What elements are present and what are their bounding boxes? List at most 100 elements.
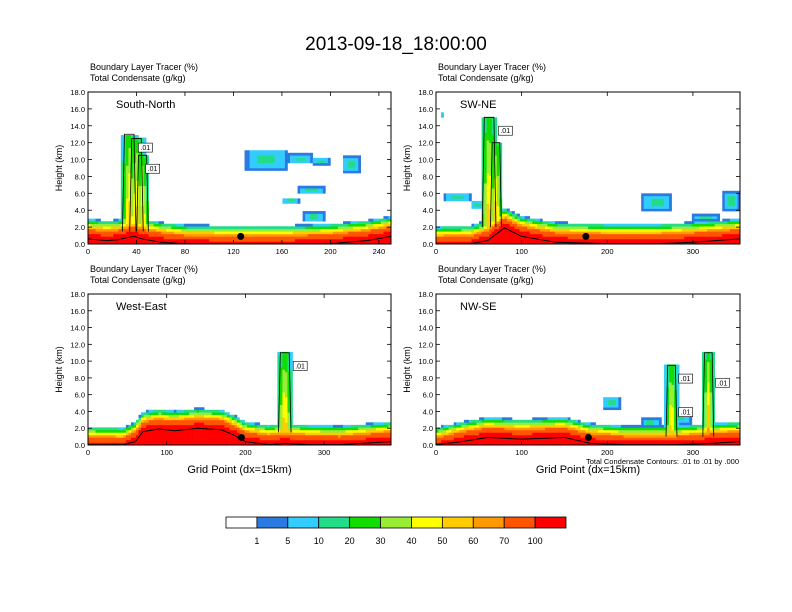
tracer-cell — [115, 439, 119, 443]
tracer-cell — [292, 233, 296, 237]
tracer-cell — [206, 412, 210, 416]
tracer-cell — [168, 442, 172, 446]
tracer-cell — [385, 236, 389, 240]
tracer-cell — [681, 228, 685, 232]
tracer-cell — [138, 233, 142, 237]
tracer-cell — [656, 238, 660, 242]
tracer-cell — [732, 203, 736, 207]
tracer-cell — [138, 198, 142, 202]
tracer-cell — [646, 238, 650, 242]
tracer-cell — [236, 228, 240, 232]
tracer-cell — [125, 188, 129, 192]
tracer-cell — [158, 233, 162, 237]
tracer-cell — [282, 404, 286, 408]
tracer-cell — [332, 432, 336, 436]
tracer-cell — [643, 195, 647, 199]
tracer-cell — [194, 228, 197, 232]
tracer-cell — [474, 203, 477, 207]
tracer-cell — [204, 231, 207, 235]
tracer-cell — [378, 221, 382, 225]
tracer-cell — [297, 200, 301, 204]
tracer-cell — [130, 429, 134, 433]
tracer-cell — [120, 155, 124, 159]
tracer-cell — [491, 228, 495, 232]
tracer-cell — [146, 173, 149, 176]
tracer-cell — [272, 160, 276, 164]
tracer-cell — [686, 228, 690, 232]
tracer-cell — [620, 236, 624, 240]
tracer-cell — [264, 226, 268, 230]
tracer-cell — [287, 152, 291, 156]
tracer-cell — [168, 434, 172, 438]
tracer-cell — [146, 432, 149, 436]
tracer-cell — [272, 155, 276, 159]
tracer-cell — [143, 236, 147, 240]
tracer-cell — [95, 437, 99, 441]
tracer-cell — [279, 399, 283, 403]
tracer-cell — [93, 223, 96, 227]
tracer-cell — [236, 439, 240, 443]
tracer-cell — [699, 213, 703, 217]
tracer-cell — [451, 236, 455, 240]
tracer-cell — [287, 402, 291, 406]
tracer-cell — [231, 442, 235, 446]
tracer-cell — [143, 233, 147, 237]
tracer-cell — [138, 155, 142, 159]
tracer-cell — [295, 238, 298, 242]
tracer-cell — [231, 228, 235, 232]
tracer-cell — [550, 238, 553, 242]
tracer-cell — [732, 238, 736, 242]
tracer-cell — [476, 241, 480, 245]
y-tick-label: 6.0 — [75, 189, 85, 198]
tracer-cell — [373, 437, 377, 441]
tracer-cell — [669, 195, 672, 199]
tracer-cell — [727, 233, 731, 237]
tracer-cell — [315, 228, 319, 232]
tracer-cell — [669, 228, 672, 232]
tracer-cell — [125, 228, 129, 232]
tracer-cell — [724, 200, 728, 204]
tracer-cell — [199, 414, 202, 418]
tracer-cell — [486, 193, 490, 197]
tracer-cell — [239, 427, 243, 431]
tracer-cell — [262, 162, 266, 166]
tracer-cell — [264, 233, 268, 237]
tracer-cell — [504, 238, 508, 242]
tracer-cell — [141, 162, 144, 166]
tracer-cell — [656, 233, 660, 237]
tracer-cell — [138, 238, 142, 242]
tracer-cell — [100, 223, 104, 227]
tracer-cell — [378, 427, 382, 431]
tracer-cell — [353, 236, 356, 240]
tracer-cell — [468, 427, 472, 431]
tracer-cell — [443, 241, 447, 245]
tracer-cell — [153, 417, 157, 421]
tracer-cell — [113, 226, 117, 230]
tracer-cell — [279, 372, 283, 375]
tracer-cell — [486, 236, 490, 240]
y-tick-label: 16.0 — [70, 307, 85, 316]
tracer-cell — [103, 429, 106, 433]
tracer-cell — [325, 241, 329, 245]
tracer-cell — [244, 238, 248, 242]
tracer-cell — [489, 127, 493, 131]
tracer-cell — [517, 231, 520, 235]
tracer-cell — [448, 238, 452, 242]
tracer-cell — [312, 424, 316, 428]
tracer-cell — [191, 241, 195, 245]
tracer-cell — [653, 193, 657, 197]
tracer-cell — [494, 180, 498, 184]
tracer-cell — [295, 233, 298, 237]
tracer-cell — [491, 221, 495, 225]
tracer-cell — [484, 228, 487, 232]
tracer-cell — [272, 231, 276, 235]
tracer-cell — [282, 198, 286, 202]
tracer-cell — [494, 135, 498, 138]
tracer-cell — [641, 195, 645, 199]
tracer-cell — [254, 165, 258, 169]
tracer-cell — [133, 203, 137, 207]
tracer-cell — [178, 231, 182, 235]
tracer-cell — [458, 241, 462, 245]
tracer-cell — [194, 442, 197, 446]
tracer-cell — [491, 226, 495, 230]
